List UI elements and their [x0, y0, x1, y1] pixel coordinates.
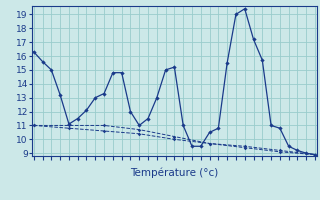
X-axis label: Température (°c): Température (°c)	[130, 168, 219, 178]
